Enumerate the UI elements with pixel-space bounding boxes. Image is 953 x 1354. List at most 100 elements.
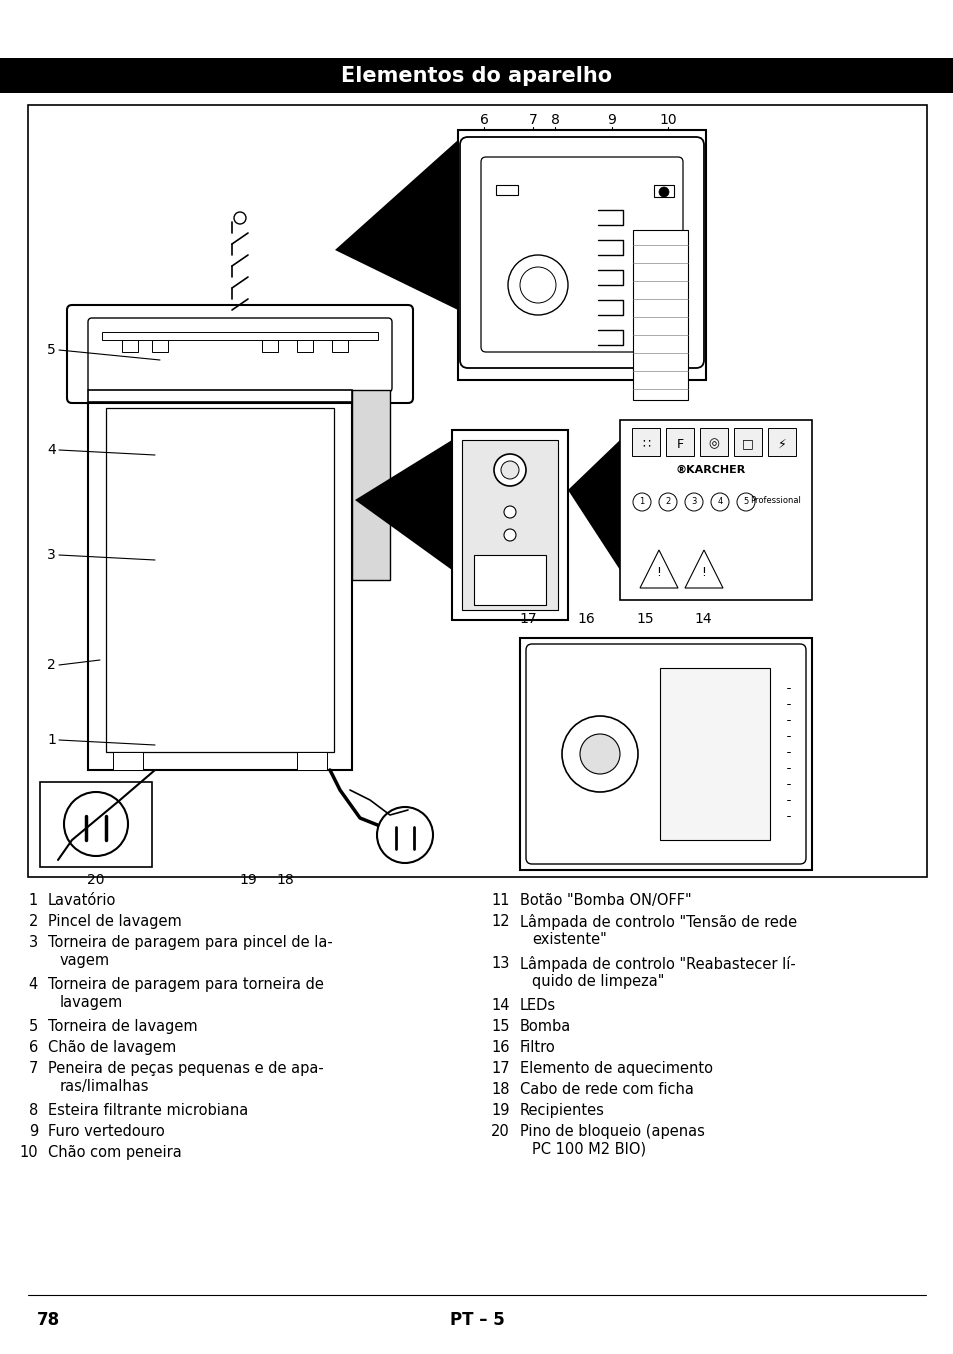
Text: Furo vertedouro: Furo vertedouro xyxy=(48,1124,165,1139)
FancyBboxPatch shape xyxy=(459,137,703,368)
FancyBboxPatch shape xyxy=(67,305,413,403)
Text: !: ! xyxy=(700,566,706,578)
Bar xyxy=(452,431,567,620)
Bar xyxy=(102,332,377,340)
Text: 17: 17 xyxy=(518,612,537,626)
Text: vagem: vagem xyxy=(60,953,110,968)
Text: 3: 3 xyxy=(47,548,55,562)
Bar xyxy=(296,340,313,352)
Text: Pino de bloqueio (apenas: Pino de bloqueio (apenas xyxy=(519,1124,704,1139)
FancyBboxPatch shape xyxy=(88,318,392,393)
FancyBboxPatch shape xyxy=(480,157,682,352)
Text: lavagem: lavagem xyxy=(60,995,123,1010)
Text: 8: 8 xyxy=(29,1104,38,1118)
Bar xyxy=(474,555,545,605)
Text: 6: 6 xyxy=(479,112,488,127)
Bar xyxy=(106,408,334,751)
Text: 13: 13 xyxy=(491,956,510,971)
Circle shape xyxy=(503,506,516,519)
FancyBboxPatch shape xyxy=(525,645,805,864)
Text: 3: 3 xyxy=(691,497,696,506)
Circle shape xyxy=(684,493,702,510)
Text: 1: 1 xyxy=(47,733,56,747)
Text: 78: 78 xyxy=(37,1311,60,1330)
Bar xyxy=(461,440,558,611)
Text: ◎: ◎ xyxy=(708,437,719,451)
Text: Botão "Bomba ON/OFF": Botão "Bomba ON/OFF" xyxy=(519,894,691,909)
Circle shape xyxy=(561,716,638,792)
Text: ∷: ∷ xyxy=(641,437,649,451)
Text: 7: 7 xyxy=(29,1062,38,1076)
Text: 7: 7 xyxy=(528,112,537,127)
Text: Peneira de peças pequenas e de apa-: Peneira de peças pequenas e de apa- xyxy=(48,1062,323,1076)
Text: 11: 11 xyxy=(424,460,441,475)
Text: Filtro: Filtro xyxy=(519,1040,556,1055)
Text: Chão de lavagem: Chão de lavagem xyxy=(48,1040,176,1055)
Text: Recipientes: Recipientes xyxy=(519,1104,604,1118)
Text: 5: 5 xyxy=(29,1020,38,1034)
Bar xyxy=(332,340,348,352)
Polygon shape xyxy=(567,440,619,570)
Text: 19: 19 xyxy=(491,1104,510,1118)
Text: Chão com peneira: Chão com peneira xyxy=(48,1145,182,1160)
Bar xyxy=(519,638,811,871)
Bar xyxy=(631,428,659,456)
Bar xyxy=(152,340,168,352)
Text: 4: 4 xyxy=(717,497,721,506)
Circle shape xyxy=(633,493,650,510)
Text: PT – 5: PT – 5 xyxy=(449,1311,504,1330)
Text: existente": existente" xyxy=(532,932,606,946)
Circle shape xyxy=(710,493,728,510)
Bar xyxy=(88,390,352,402)
Text: Lâmpada de controlo "Tensão de rede: Lâmpada de controlo "Tensão de rede xyxy=(519,914,797,930)
Circle shape xyxy=(376,807,433,862)
Bar xyxy=(619,420,811,600)
Text: 12: 12 xyxy=(424,502,441,517)
Polygon shape xyxy=(639,550,678,588)
Text: 14: 14 xyxy=(694,612,711,626)
Text: ras/limalhas: ras/limalhas xyxy=(60,1079,150,1094)
Text: 20: 20 xyxy=(491,1124,510,1139)
Circle shape xyxy=(579,734,619,774)
Text: 18: 18 xyxy=(275,873,294,887)
Text: Torneira de paragem para pincel de la-: Torneira de paragem para pincel de la- xyxy=(48,936,333,951)
Text: Torneira de lavagem: Torneira de lavagem xyxy=(48,1020,197,1034)
Text: Torneira de paragem para torneira de: Torneira de paragem para torneira de xyxy=(48,978,323,992)
Text: 2: 2 xyxy=(664,497,670,506)
Circle shape xyxy=(659,187,668,196)
Text: Elementos do aparelho: Elementos do aparelho xyxy=(341,65,612,85)
Text: 20: 20 xyxy=(87,873,105,887)
Circle shape xyxy=(494,454,525,486)
Text: □: □ xyxy=(741,437,753,451)
Text: 5: 5 xyxy=(742,497,748,506)
Circle shape xyxy=(503,529,516,542)
Text: Pincel de lavagem: Pincel de lavagem xyxy=(48,914,182,929)
Circle shape xyxy=(500,460,518,479)
Circle shape xyxy=(64,792,128,856)
Text: 2: 2 xyxy=(47,658,55,672)
Text: ⚡: ⚡ xyxy=(777,437,785,451)
Bar xyxy=(700,428,727,456)
Text: 18: 18 xyxy=(491,1082,510,1097)
Bar xyxy=(88,390,352,770)
Text: Elemento de aquecimento: Elemento de aquecimento xyxy=(519,1062,712,1076)
Text: 10: 10 xyxy=(19,1145,38,1160)
Text: LEDs: LEDs xyxy=(519,998,556,1013)
Bar xyxy=(654,185,673,196)
Text: 5: 5 xyxy=(47,343,55,357)
Text: Esteira filtrante microbiana: Esteira filtrante microbiana xyxy=(48,1104,248,1118)
Text: 16: 16 xyxy=(577,612,595,626)
Bar xyxy=(633,230,687,399)
Circle shape xyxy=(737,493,754,510)
Text: 6: 6 xyxy=(29,1040,38,1055)
Text: 9: 9 xyxy=(607,112,616,127)
Text: Bomba: Bomba xyxy=(519,1020,571,1034)
Text: Professional: Professional xyxy=(749,496,800,505)
Text: 15: 15 xyxy=(491,1020,510,1034)
Bar xyxy=(733,428,761,456)
Bar xyxy=(767,428,795,456)
Circle shape xyxy=(233,213,246,223)
Text: 4: 4 xyxy=(29,978,38,992)
Bar xyxy=(112,751,143,770)
Circle shape xyxy=(659,493,677,510)
